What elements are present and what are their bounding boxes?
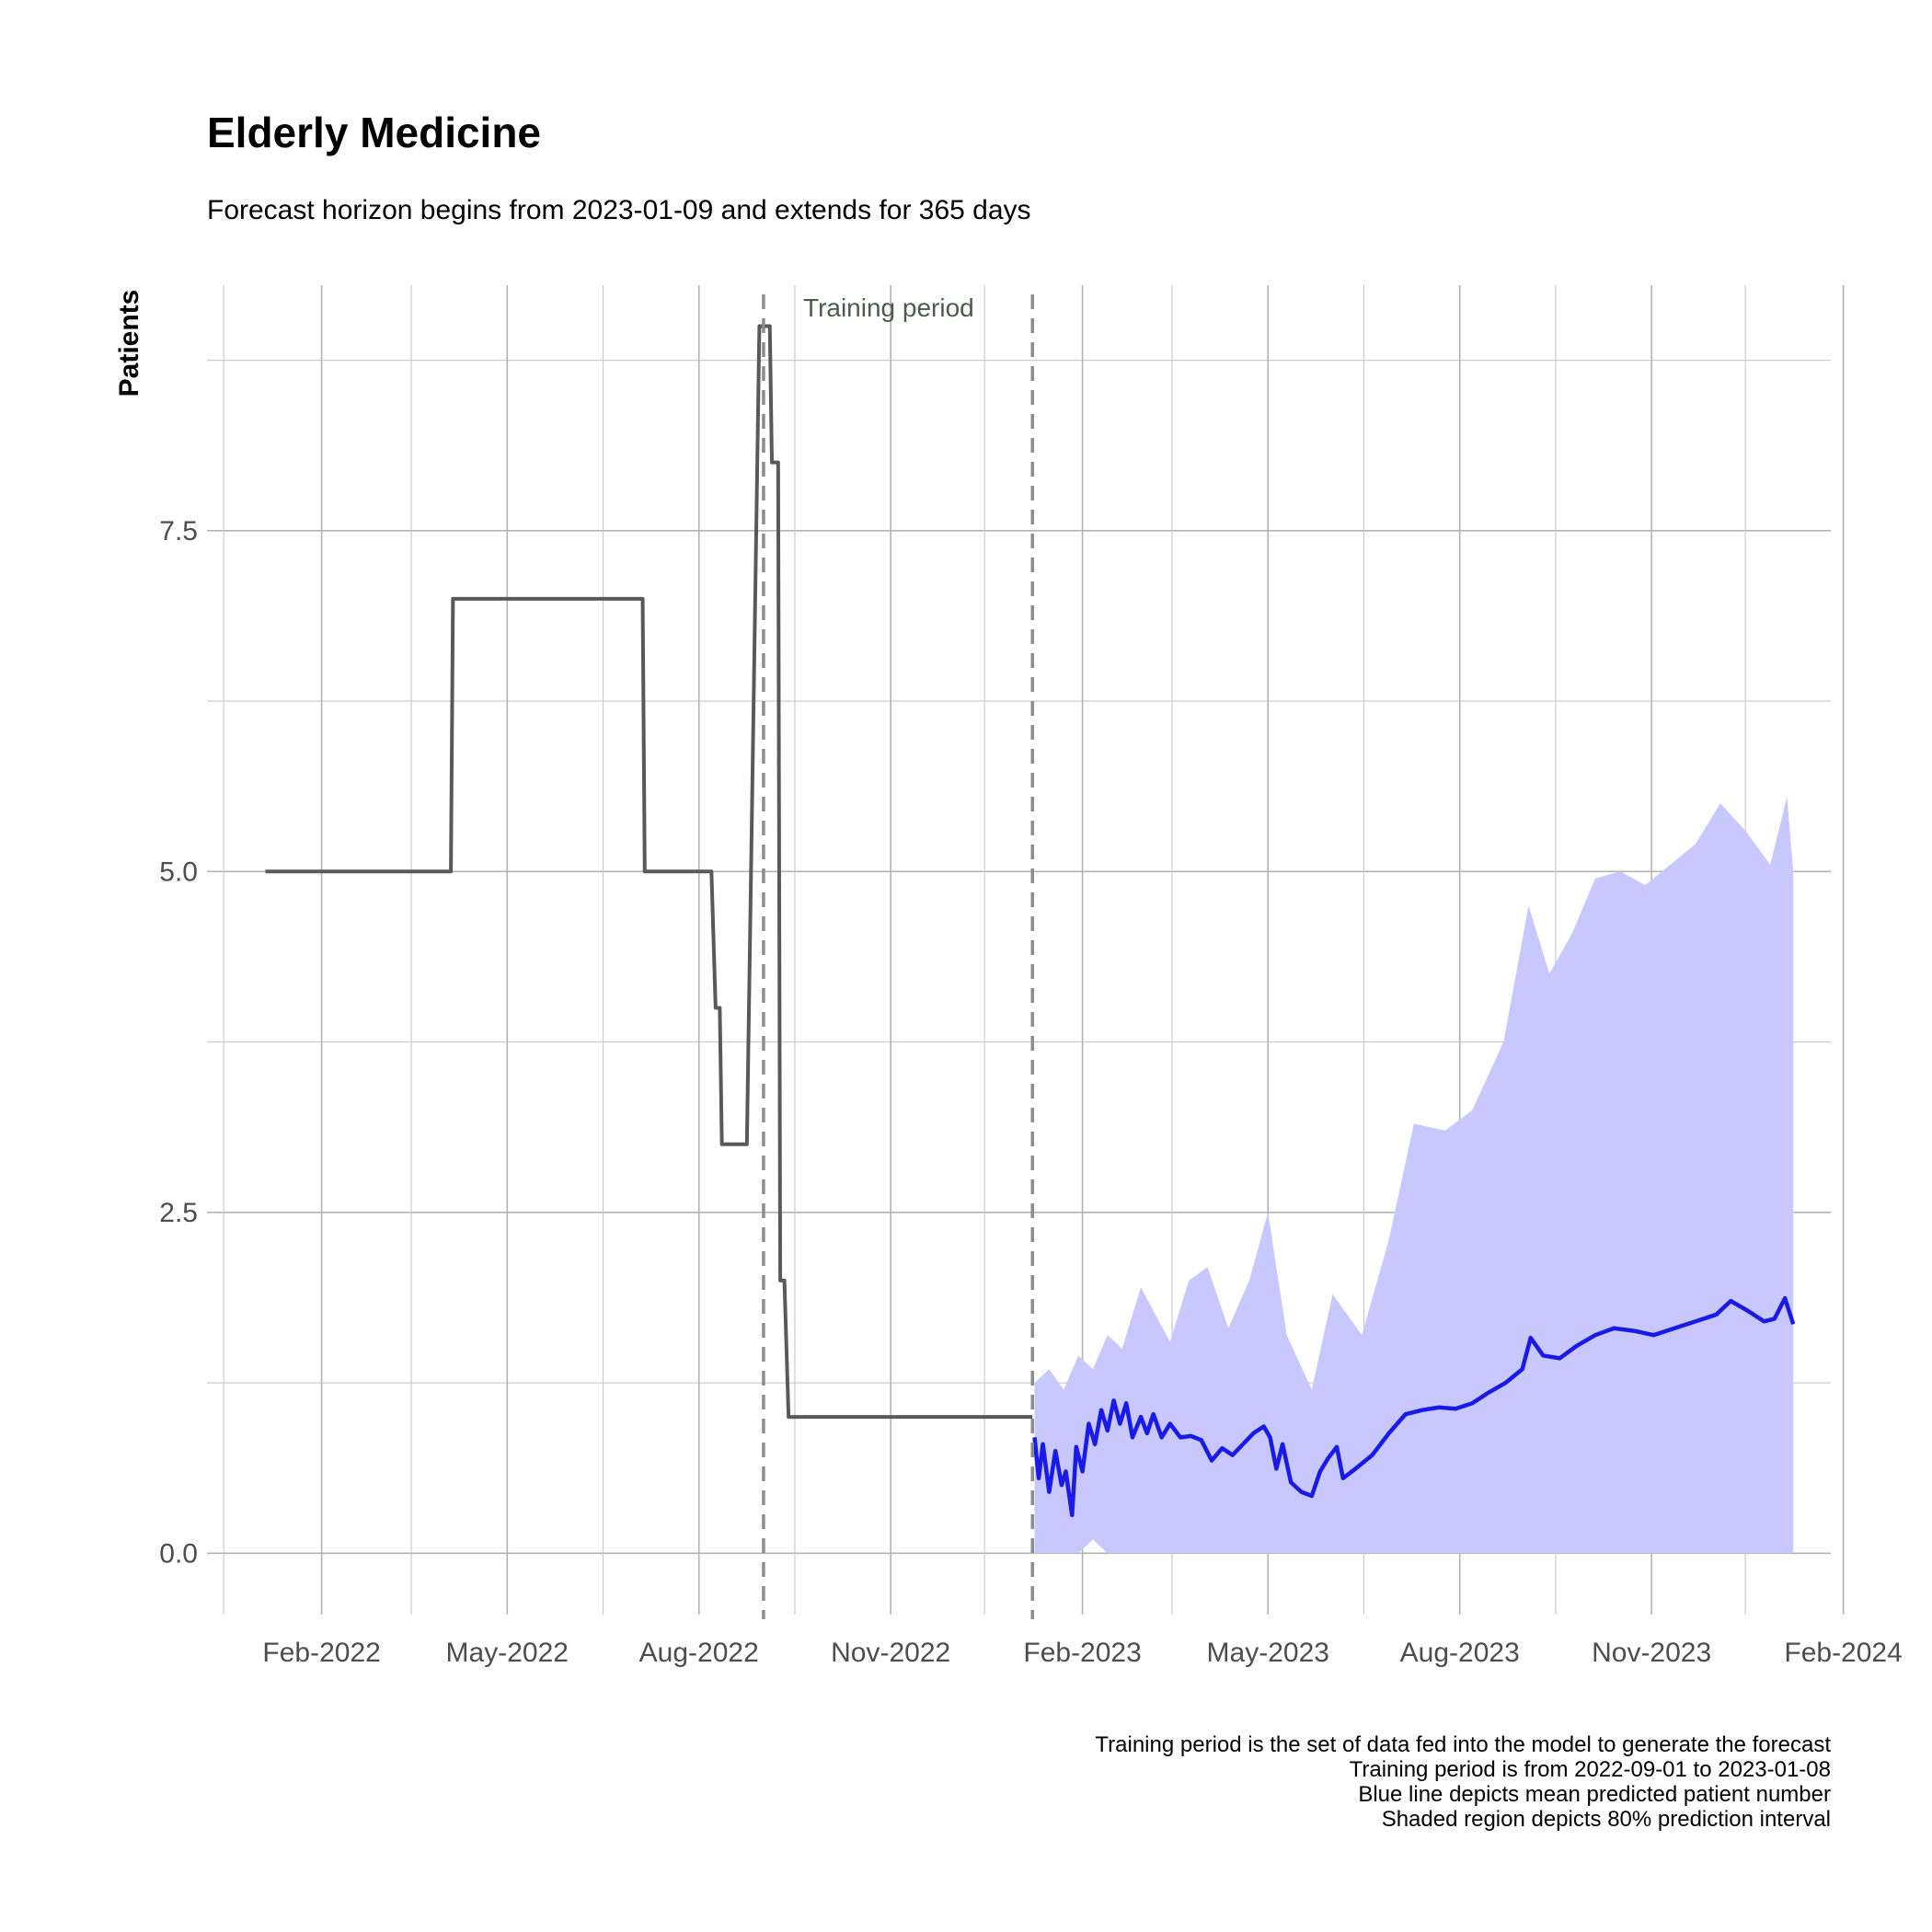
axis-tick-labels: 0.0 2.5 5.0 7.5 Feb-2022 May-2022 Aug-2022 Nov-…	[159, 516, 1903, 1668]
chart-subtitle: Forecast horizon begins from 2023-01-09 …	[207, 195, 1031, 225]
y-tick-label: 0.0	[159, 1538, 198, 1569]
x-tick-label: May-2022	[446, 1638, 569, 1668]
caption-line-2: Training period is from 2022-09-01 to 20…	[1350, 1757, 1831, 1782]
x-tick-label: Nov-2023	[1592, 1638, 1711, 1668]
training-period-label: Training period	[803, 293, 974, 322]
forecast-mean-line	[1032, 1295, 1796, 1518]
caption-line-3: Blue line depicts mean predicted patient…	[1358, 1782, 1831, 1807]
historical-series	[265, 324, 1033, 1420]
forecast-mean-series	[1032, 1295, 1796, 1518]
caption-line-4: Shaded region depicts 80% prediction int…	[1382, 1807, 1831, 1832]
chart-title: Elderly Medicine	[207, 109, 541, 156]
caption: Training period is the set of data fed i…	[1095, 1732, 1831, 1832]
y-axis-label: Patients	[114, 290, 144, 397]
x-tick-label: Feb-2024	[1784, 1638, 1902, 1668]
y-tick-label: 2.5	[159, 1198, 198, 1228]
y-tick-label: 5.0	[159, 857, 198, 887]
x-tick-label: Aug-2022	[639, 1638, 759, 1668]
x-tick-label: Aug-2023	[1400, 1638, 1520, 1668]
x-tick-label: Feb-2023	[1023, 1638, 1141, 1668]
x-tick-label: Nov-2022	[831, 1638, 950, 1668]
historical-line	[265, 324, 1033, 1420]
y-tick-label: 7.5	[159, 516, 198, 546]
x-tick-label: Feb-2022	[262, 1638, 380, 1668]
x-tick-label: May-2023	[1207, 1638, 1329, 1668]
caption-line-1: Training period is the set of data fed i…	[1095, 1732, 1831, 1757]
training-period-markers	[762, 294, 1034, 1619]
prediction-interval-area	[1034, 796, 1794, 1554]
prediction-interval-band	[1034, 796, 1794, 1554]
